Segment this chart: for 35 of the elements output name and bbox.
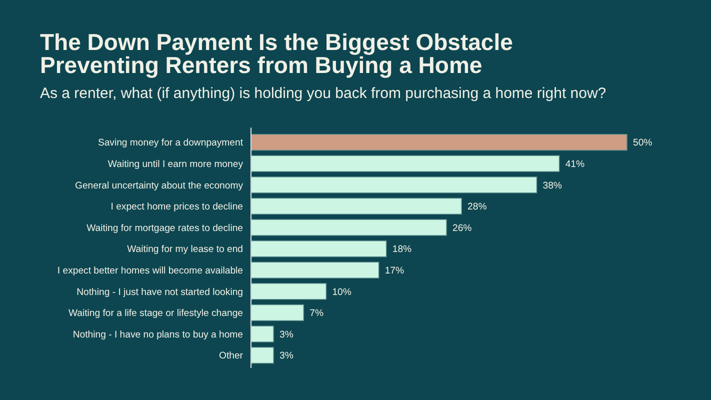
data-label: 3% (280, 329, 294, 340)
y-tick-label: I expect home prices to decline (110, 202, 243, 213)
y-tick-label: Saving money for a downpayment (98, 138, 244, 149)
data-label: 28% (468, 202, 488, 213)
data-label: 17% (384, 265, 405, 276)
bar (250, 198, 462, 215)
bar (250, 304, 304, 322)
data-label: 41% (565, 158, 585, 170)
data-label: 7% (310, 308, 324, 320)
data-label: 38% (542, 180, 562, 192)
chart-subtitle: As a renter, what (if anything) is holding you back from purchasing a home right now? (40, 85, 606, 102)
y-tick-label: I expect better homes will become available (57, 265, 243, 276)
bar (250, 283, 327, 300)
bar (250, 346, 274, 364)
data-label: 10% (332, 286, 352, 298)
bar (250, 240, 387, 258)
bar (250, 326, 274, 342)
y-tick-label: Other (219, 350, 244, 362)
bar (250, 155, 560, 172)
y-tick-label: Waiting for my lease to end (127, 244, 243, 256)
y-tick-label: Nothing - I have no plans to buy a home (72, 329, 243, 340)
data-label: 18% (392, 244, 412, 256)
chart-title: The Down Payment Is the Biggest Obstacle Preventing Renters from Buying a Home (40, 29, 513, 78)
y-tick-label: General uncertainty about the economy (75, 180, 244, 192)
bar (250, 176, 538, 194)
bar (250, 219, 447, 236)
y-tick-label: Nothing - I just have not started looking (76, 286, 243, 298)
data-label: 26% (452, 222, 472, 234)
data-label: 50% (633, 138, 653, 149)
y-tick-label: Waiting for mortgage rates to decline (86, 222, 243, 234)
y-tick-label: Waiting for a life stage or lifestyle change (68, 308, 243, 320)
y-tick-label: Waiting until I earn more money (108, 158, 244, 170)
data-label: 3% (280, 350, 294, 362)
bar (250, 262, 380, 278)
bar (250, 134, 628, 151)
